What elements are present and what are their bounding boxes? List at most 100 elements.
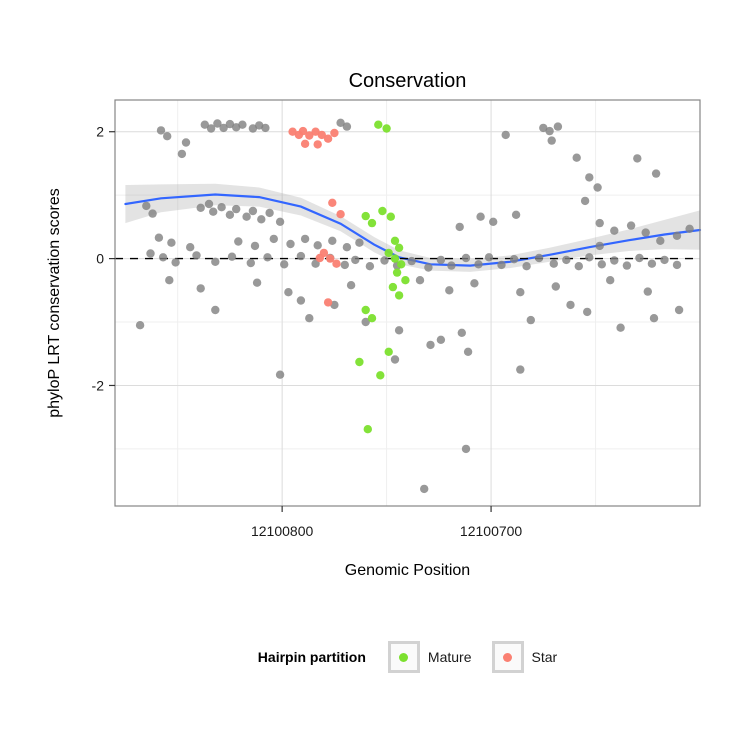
data-point-other: [227, 252, 237, 261]
data-point-other: [163, 132, 172, 141]
data-point-other: [447, 261, 456, 270]
data-point-other: [610, 226, 619, 235]
data-point-other: [336, 118, 345, 128]
data-point-other: [476, 212, 485, 221]
data-point-other: [394, 326, 404, 335]
data-point-other: [269, 234, 278, 244]
data-point-other: [238, 120, 247, 129]
data-point-other: [674, 305, 684, 315]
data-point-mature: [392, 268, 402, 277]
data-point-other: [516, 288, 525, 297]
data-point-other: [420, 484, 429, 494]
data-point-other: [553, 122, 563, 131]
data-point-other: [351, 255, 360, 265]
chart-title: Conservation: [348, 70, 467, 92]
data-point-other: [248, 124, 258, 133]
data-point-other: [501, 130, 510, 140]
data-point-other: [165, 276, 174, 285]
data-point-other: [651, 169, 661, 178]
data-point-star: [300, 139, 310, 148]
data-point-other: [595, 218, 604, 228]
data-point-other: [300, 234, 310, 244]
data-point-other: [470, 279, 479, 288]
data-point-other: [232, 204, 241, 214]
data-point-other: [597, 260, 606, 269]
data-point-other: [616, 323, 625, 332]
data-point-other: [484, 253, 494, 262]
data-point-star: [330, 128, 339, 138]
data-point-other: [211, 257, 220, 266]
data-point-other: [633, 154, 642, 163]
x-tick-label: 12100800: [251, 523, 314, 539]
data-point-star: [288, 127, 297, 136]
data-point-other: [436, 335, 446, 344]
y-tick-label: -2: [92, 377, 105, 393]
data-point-other: [355, 238, 364, 247]
data-point-other: [219, 123, 228, 133]
data-point-mature: [397, 260, 406, 269]
data-point-mature: [355, 357, 364, 367]
data-point-other: [225, 119, 235, 129]
data-point-other: [685, 224, 694, 233]
data-point-other: [572, 153, 581, 162]
data-point-other: [257, 215, 266, 224]
data-point-other: [626, 221, 636, 230]
data-point-star: [317, 130, 326, 140]
data-point-mature: [374, 120, 383, 129]
data-point-other: [497, 260, 506, 270]
legend-entry-mature: Mature: [387, 641, 472, 673]
data-point-other: [328, 236, 337, 245]
data-point-other: [206, 124, 216, 133]
data-point-other: [457, 328, 466, 337]
data-point-other: [275, 370, 285, 379]
data-point-other: [209, 207, 218, 216]
data-point-other: [526, 315, 535, 325]
data-point-other: [445, 286, 454, 295]
data-point-mature: [361, 305, 370, 315]
data-point-star: [323, 134, 333, 143]
data-point-other: [455, 222, 464, 232]
data-point-mature: [367, 218, 377, 228]
data-point-star: [332, 259, 341, 268]
data-point-other: [242, 212, 251, 221]
data-point-other: [489, 217, 498, 226]
data-point-other: [361, 317, 370, 327]
data-point-other: [534, 253, 544, 263]
data-point-mature: [386, 212, 395, 221]
data-point-star: [315, 253, 324, 263]
data-point-mature: [390, 236, 400, 245]
data-point-mature: [394, 243, 404, 252]
data-point-other: [647, 259, 657, 268]
data-point-other: [610, 256, 619, 265]
data-point-other: [365, 262, 375, 271]
data-point-other: [154, 233, 164, 242]
data-point-other: [158, 253, 168, 262]
data-point-mature: [390, 254, 400, 263]
data-point-other: [516, 365, 525, 374]
data-point-other: [595, 241, 604, 251]
data-point-star: [305, 131, 314, 140]
data-point-other: [463, 347, 473, 356]
data-point-star: [328, 198, 337, 207]
data-point-other: [142, 201, 151, 211]
data-point-other: [196, 203, 205, 212]
data-point-mature: [378, 206, 387, 216]
legend-key-star: [491, 641, 524, 673]
data-point-other: [380, 256, 389, 265]
data-point-star: [323, 298, 333, 307]
data-point-other: [641, 228, 650, 237]
data-point-other: [436, 255, 446, 265]
data-point-other: [280, 260, 289, 269]
data-point-mature: [376, 371, 385, 380]
y-tick-label: 2: [96, 124, 104, 140]
data-point-other: [204, 199, 214, 209]
legend: Hairpin partition Mature Star: [115, 636, 700, 678]
data-point-other: [461, 444, 471, 454]
legend-title: Hairpin partition: [257, 649, 366, 665]
data-point-mature: [384, 248, 393, 258]
data-point-other: [192, 251, 201, 260]
data-point-other: [135, 321, 145, 330]
data-point-star: [326, 254, 335, 263]
data-point-other: [415, 276, 425, 285]
